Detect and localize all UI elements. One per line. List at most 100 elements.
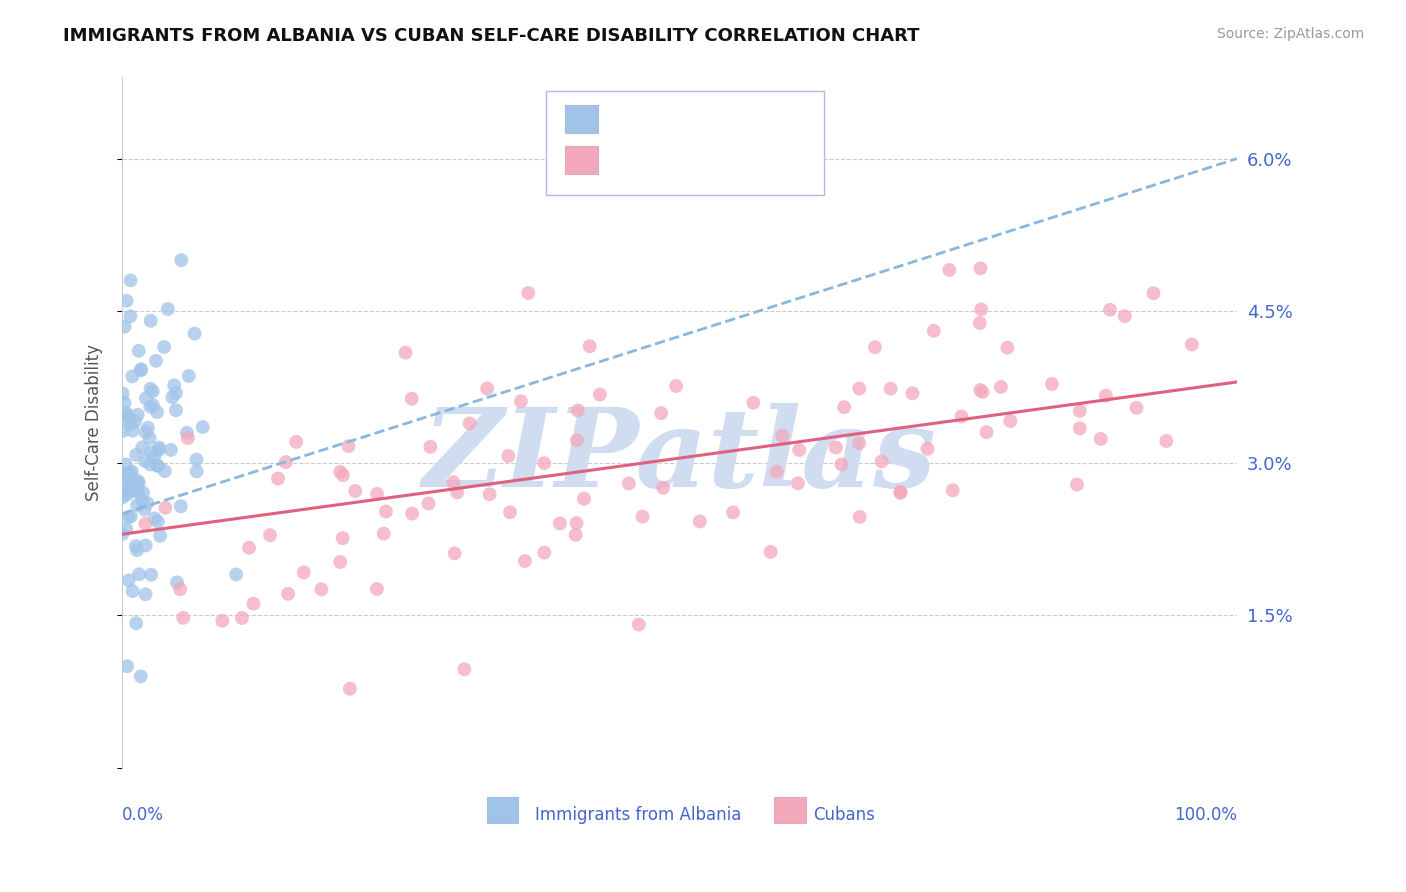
Point <box>901 386 924 401</box>
Point <box>917 442 939 456</box>
Point <box>128 343 150 358</box>
Bar <box>565 105 598 133</box>
Point <box>149 529 172 543</box>
Point <box>329 555 352 569</box>
Point <box>770 429 793 443</box>
Point <box>969 316 991 330</box>
Point <box>721 505 744 519</box>
Point <box>136 421 159 435</box>
Point <box>127 474 149 488</box>
Point <box>172 611 194 625</box>
Point <box>166 575 188 590</box>
Point <box>177 368 200 383</box>
Point <box>136 496 159 510</box>
Point <box>548 516 571 531</box>
Text: ZIPatlas: ZIPatlas <box>423 403 936 511</box>
Point <box>950 409 973 424</box>
Point <box>183 326 205 341</box>
Point <box>1040 376 1063 391</box>
Point <box>114 477 136 491</box>
Point <box>1098 302 1121 317</box>
Text: IMMIGRANTS FROM ALBANIA VS CUBAN SELF-CARE DISABILITY CORRELATION CHART: IMMIGRANTS FROM ALBANIA VS CUBAN SELF-CA… <box>63 27 920 45</box>
Point <box>191 420 214 434</box>
Point <box>117 409 139 423</box>
Point <box>374 504 396 518</box>
Text: N =: N = <box>716 150 756 168</box>
Point <box>115 293 138 308</box>
Point <box>565 516 588 530</box>
Point <box>238 541 260 555</box>
Point <box>177 431 200 445</box>
Point <box>142 384 165 399</box>
Point <box>128 475 150 490</box>
Point <box>125 448 148 462</box>
Point <box>125 616 148 631</box>
Point <box>124 415 146 429</box>
Text: 0.429: 0.429 <box>651 150 703 168</box>
Point <box>134 502 156 516</box>
Point <box>114 395 136 409</box>
Point <box>274 455 297 469</box>
Point <box>148 441 170 455</box>
Text: 100.0%: 100.0% <box>1174 805 1237 823</box>
Point <box>125 539 148 553</box>
Point <box>848 436 870 450</box>
Text: R =: R = <box>613 150 651 168</box>
Point <box>121 369 143 384</box>
Point <box>366 582 388 596</box>
Point <box>787 476 810 491</box>
Point <box>186 452 208 467</box>
Point <box>156 301 179 316</box>
Point <box>121 475 143 490</box>
Point <box>787 442 810 457</box>
Point <box>134 454 156 468</box>
FancyBboxPatch shape <box>546 91 824 194</box>
Point <box>765 465 787 479</box>
Point <box>824 441 846 455</box>
Point <box>259 528 281 542</box>
Point <box>443 546 465 560</box>
Point <box>121 465 143 479</box>
Point <box>134 516 156 531</box>
Point <box>211 614 233 628</box>
Point <box>155 500 177 515</box>
Point <box>131 493 153 508</box>
Point <box>129 362 152 376</box>
Point <box>120 273 142 287</box>
Point <box>759 545 782 559</box>
Point <box>969 261 991 276</box>
Point <box>938 263 960 277</box>
Point <box>111 491 134 505</box>
Text: N =: N = <box>716 109 756 127</box>
Point <box>976 425 998 440</box>
Text: Source: ZipAtlas.com: Source: ZipAtlas.com <box>1216 27 1364 41</box>
Point <box>848 510 870 524</box>
Point <box>148 442 170 457</box>
Point <box>458 417 481 431</box>
Point <box>578 339 600 353</box>
Point <box>742 396 765 410</box>
Point <box>135 392 157 406</box>
Point <box>142 398 165 412</box>
Point <box>1142 286 1164 301</box>
Point <box>145 354 167 368</box>
Point <box>120 509 142 524</box>
Point <box>135 425 157 440</box>
Point <box>143 511 166 525</box>
Point <box>453 662 475 676</box>
Point <box>127 483 149 498</box>
Point <box>277 587 299 601</box>
Point <box>162 390 184 404</box>
Text: Cubans: Cubans <box>813 805 875 823</box>
Point <box>922 324 945 338</box>
Point <box>267 472 290 486</box>
Point <box>567 403 589 417</box>
Point <box>1069 421 1091 435</box>
Point <box>127 484 149 499</box>
Point <box>146 405 169 419</box>
Point <box>863 340 886 354</box>
Point <box>475 381 498 395</box>
Point <box>153 464 176 478</box>
Point <box>225 567 247 582</box>
Point <box>134 587 156 601</box>
